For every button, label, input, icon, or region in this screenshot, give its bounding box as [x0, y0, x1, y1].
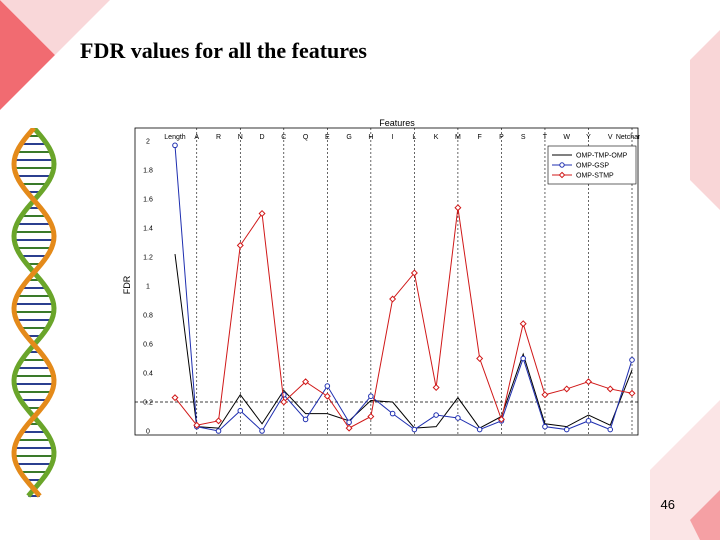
- data-point: [606, 385, 614, 393]
- pink-triangle-top-left: [0, 0, 55, 110]
- data-point: [259, 428, 265, 434]
- data-point: [280, 398, 288, 406]
- data-point: [411, 426, 418, 433]
- x-tick-label: Length: [164, 134, 186, 141]
- data-point: [367, 412, 375, 421]
- data-point: [302, 416, 309, 423]
- x-tick-label: H: [368, 134, 373, 141]
- data-point: [563, 385, 571, 393]
- data-point: [171, 394, 179, 402]
- dna-strand-orange: [11, 128, 57, 498]
- x-tick-label: V: [608, 134, 613, 141]
- data-point: [323, 392, 331, 400]
- x-tick-label: M: [455, 134, 461, 141]
- series-line: [174, 145, 633, 432]
- data-point: [193, 421, 201, 429]
- x-tick-label: R: [216, 134, 221, 141]
- x-tick-label: W: [563, 134, 570, 141]
- legend-label: OMP-GSP: [576, 163, 609, 170]
- data-point: [476, 354, 484, 363]
- data-point: [281, 391, 287, 398]
- y-tick-label: 0.4: [143, 371, 153, 378]
- legend-label: OMP-STMP: [576, 173, 614, 180]
- data-point: [476, 426, 483, 433]
- slide-title: FDR values for all the features: [80, 38, 367, 63]
- pink-shape-top-right: [690, 30, 720, 210]
- pink-triangle-top-left-faint: [0, 0, 110, 55]
- x-tick-label: F: [478, 134, 482, 141]
- data-point: [520, 355, 526, 362]
- data-point: [410, 269, 418, 277]
- x-tick-label: D: [260, 134, 265, 141]
- x-tick-label: P: [499, 134, 504, 141]
- x-tick-label: Y: [586, 134, 591, 141]
- x-tick-label: C: [281, 134, 286, 141]
- page-number: 46: [660, 497, 675, 512]
- y-tick-label: 0.6: [143, 342, 153, 349]
- y-tick-label: 1.2: [143, 255, 153, 262]
- data-point: [455, 415, 461, 421]
- dna-strand-green: [11, 128, 57, 498]
- data-point: [215, 428, 222, 434]
- x-tick-label: S: [521, 134, 526, 141]
- x-tick-label: A: [194, 134, 199, 141]
- y-tick-label: 1.8: [143, 168, 153, 175]
- data-point: [324, 383, 331, 389]
- y-tick-label: 1.6: [143, 197, 153, 204]
- data-point: [236, 241, 244, 249]
- x-tick-label: E: [325, 134, 330, 141]
- data-point: [563, 426, 570, 433]
- data-point: [368, 393, 374, 400]
- x-tick-label: N: [238, 134, 243, 141]
- fdr-line-chart: Features FDR Length A R N D C Q E G H I L K M F P S T W Y V N…: [122, 118, 640, 436]
- x-tick-label: Netcharge: [616, 134, 640, 141]
- data-point: [433, 412, 439, 418]
- data-point: [389, 410, 396, 417]
- data-point: [629, 357, 635, 363]
- y-tick-label: 0: [146, 429, 150, 436]
- data-point: [345, 424, 353, 432]
- x-tick-label: G: [346, 134, 351, 141]
- x-tick-label: Q: [303, 134, 309, 141]
- x-tick-label: I: [392, 134, 394, 141]
- series-line: [174, 254, 633, 429]
- data-point: [237, 407, 244, 414]
- y-tick-label: 0.8: [143, 313, 153, 320]
- data-point: [519, 320, 527, 328]
- legend-marker: [558, 171, 566, 179]
- x-tick-label: K: [434, 134, 439, 141]
- y-tick-label: 0.2: [143, 400, 153, 407]
- data-point: [585, 418, 592, 424]
- data-point: [542, 423, 548, 430]
- data-point: [389, 295, 397, 303]
- legend-label: OMP-TMP-OMP: [576, 153, 628, 160]
- data-point: [258, 209, 266, 218]
- legend-marker: [559, 162, 565, 168]
- y-axis-label: FDR: [122, 275, 132, 294]
- chart-legend: OMP-TMP-OMP OMP-GSP OMP-STMP: [547, 145, 637, 185]
- y-tick-label: 1: [146, 284, 150, 291]
- data-point: [346, 419, 352, 426]
- series-line: [174, 207, 633, 429]
- pink-shape-bottom-right: [650, 400, 720, 540]
- data-point: [215, 417, 223, 425]
- dna-helix-image: [11, 128, 57, 498]
- data-point: [584, 378, 592, 386]
- data-point: [302, 378, 310, 386]
- x-tick-label: T: [543, 134, 548, 141]
- data-point: [454, 204, 462, 212]
- data-point: [497, 415, 505, 423]
- data-point: [432, 383, 440, 392]
- y-tick-label: 2: [146, 139, 150, 146]
- chart-title: Features: [379, 118, 415, 128]
- data-point: [607, 426, 614, 433]
- x-tick-label: L: [412, 134, 416, 141]
- data-point: [172, 142, 178, 149]
- data-point: [541, 391, 549, 399]
- y-tick-label: 1.4: [143, 226, 153, 233]
- pink-shape-bottom-right-inner: [690, 490, 720, 540]
- data-point: [628, 389, 636, 397]
